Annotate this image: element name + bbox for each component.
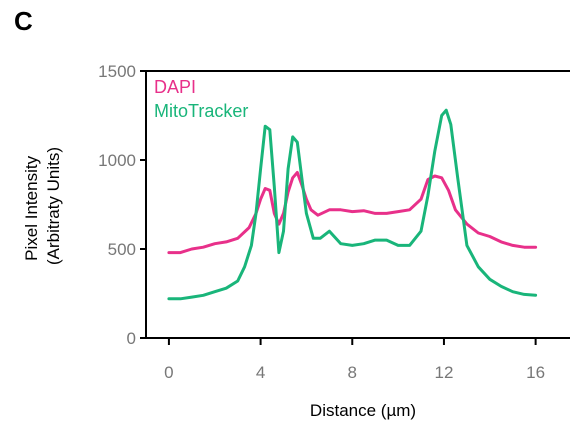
y-axis-label-line1: Pixel Intensity: [22, 155, 41, 260]
panel-label: C: [14, 6, 33, 36]
x-tick-label: 0: [164, 363, 173, 382]
y-tick-label: 1500: [98, 62, 136, 81]
y-tick-label: 0: [127, 329, 136, 348]
x-tick-label: 8: [348, 363, 357, 382]
legend: DAPI MitoTracker: [154, 77, 248, 121]
x-axis-label: Distance (µm): [310, 401, 416, 420]
series-line-mitotracker: [167, 108, 538, 301]
legend-entry-dapi: DAPI: [154, 77, 196, 97]
y-tick-label: 1000: [98, 151, 136, 170]
axes: 0 500 1000 1500 0 4 8 12 16: [98, 62, 570, 382]
y-axis-label-line2: (Arbitraty Units): [44, 147, 63, 265]
y-axis-label: Pixel Intensity (Arbitraty Units): [22, 147, 63, 265]
x-tick-label: 12: [434, 363, 453, 382]
y-tick-label: 500: [108, 240, 136, 259]
x-tick-label: 16: [526, 363, 545, 382]
series-line-dapi: [167, 171, 538, 255]
x-tick-label: 4: [256, 363, 265, 382]
series-layer: [167, 108, 538, 301]
legend-entry-mitotracker: MitoTracker: [154, 101, 248, 121]
